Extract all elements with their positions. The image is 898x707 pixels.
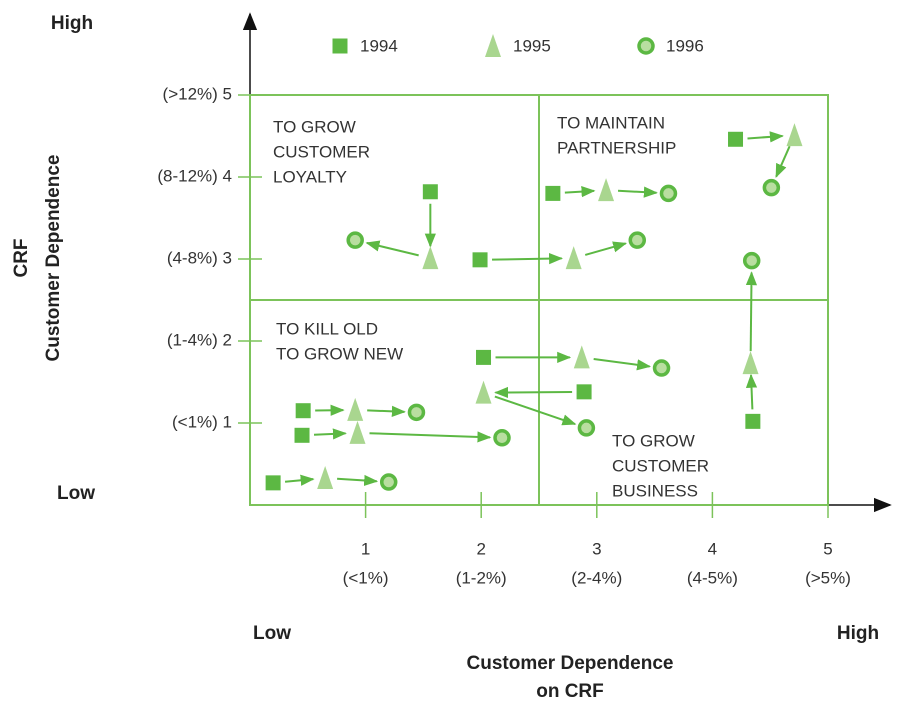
triangle-marker [347,397,364,421]
square-marker [476,349,492,365]
quadrant-label: TO GROW [273,117,356,136]
legend-label: 1995 [513,36,551,55]
arrow [617,186,658,198]
arrow [775,145,791,178]
square-marker [472,252,488,268]
x-high: High [837,623,879,644]
square-marker [332,38,348,54]
circle-marker [407,403,426,422]
legend-label: 1996 [666,36,704,55]
arrow [584,241,628,256]
square-marker [728,131,744,147]
x-label: on CRF [536,681,604,702]
x-tick-label: 3 [592,539,601,558]
quadrant-label: CUSTOMER [612,456,709,475]
circle-marker [659,184,678,203]
x-label: Customer Dependence [467,653,674,674]
y-tick-label: (1-4%) 2 [167,330,232,349]
y-high: High [51,13,93,34]
y-tick-label: (4-8%) 3 [167,248,232,267]
square-marker [294,427,310,443]
arrow [745,373,758,410]
arrow [284,474,315,486]
triangle-marker [422,246,439,270]
arrow [593,357,652,371]
quadrant-label: TO MAINTAIN [557,113,665,132]
arrow [365,240,419,257]
circle-marker [742,251,761,270]
circle-marker [577,419,596,437]
square-marker [545,185,561,201]
arrow [367,405,406,417]
circle-marker [379,473,398,491]
quadrant-label: LOYALTY [273,167,347,186]
triangle-marker [317,465,334,489]
legend-label: 1994 [360,36,398,55]
arrow [747,131,784,143]
triangle-marker [598,178,615,202]
triangle-marker [475,380,492,404]
x-tick-label: 5 [823,539,832,558]
circle-marker [346,231,364,249]
quadrant-label: TO KILL OLD [276,319,378,338]
arrow [369,431,492,443]
circle-marker [637,37,655,55]
arrow [337,474,379,487]
square-marker [295,403,311,419]
square-marker [422,184,438,200]
x-tick-sublabel: (<1%) [343,568,389,587]
circle-marker [652,359,671,377]
y-label: CRF [11,238,32,277]
triangle-marker [786,123,803,147]
quadrant-label: CUSTOMER [273,142,370,161]
triangle-marker [349,420,366,444]
triangle-marker [742,351,759,375]
arrow [745,271,758,352]
x-tick-sublabel: (2-4%) [571,568,622,587]
square-marker [576,384,592,400]
x-tick-sublabel: (1-2%) [456,568,507,587]
quadrant-label: TO GROW [612,431,695,450]
triangle-marker [573,345,590,369]
triangle-marker [565,246,582,270]
circle-marker [762,178,781,197]
arrow [494,395,577,426]
quadrant-label: TO GROW NEW [276,344,403,363]
y-low: Low [57,483,95,504]
arrow [492,253,564,265]
x-tick-label: 2 [476,539,485,558]
x-tick-sublabel: (>5%) [805,568,851,587]
y-tick-label: (<1%) 1 [172,412,232,431]
y-tick-label: (>12%) 5 [163,84,232,103]
arrow [313,428,347,440]
circle-marker [493,429,511,447]
x-tick-label: 1 [361,539,370,558]
square-marker [745,413,761,429]
x-tick-sublabel: (4-5%) [687,568,738,587]
quadrant-label: PARTNERSHIP [557,138,676,157]
triangle-marker [485,34,501,57]
y-tick-label: (8-12%) 4 [157,166,232,185]
x-low: Low [253,623,291,644]
square-marker [265,475,281,491]
arrow [494,386,573,399]
arrow [564,186,596,198]
circle-marker [628,231,647,249]
y-label: Customer Dependence [43,155,64,362]
x-tick-label: 4 [708,539,717,558]
quadrant-label: BUSINESS [612,481,698,500]
